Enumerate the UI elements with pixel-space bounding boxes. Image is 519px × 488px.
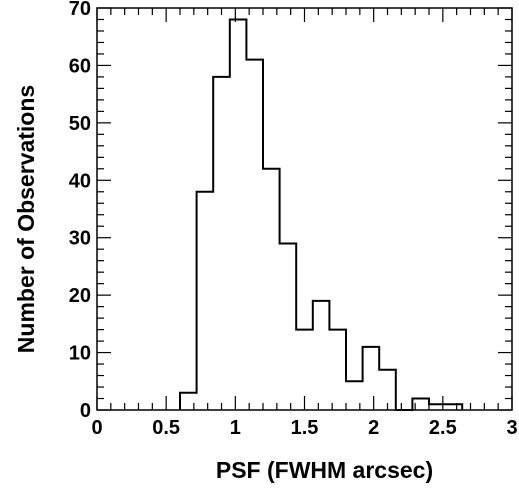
- y-tick-label: 50: [69, 113, 91, 135]
- y-tick-label: 70: [69, 0, 91, 20]
- x-tick-label: 3: [506, 417, 517, 439]
- x-tick-label: 1: [230, 417, 241, 439]
- x-axis-title: PSF (FWHM arcsec): [216, 457, 433, 483]
- y-tick-label: 60: [69, 55, 91, 77]
- y-axis-title: Number of Observations: [13, 85, 39, 353]
- y-tick-label: 10: [69, 343, 91, 365]
- axis-ticks: [96, 7, 513, 411]
- histogram-outline: [179, 18, 464, 411]
- y-tick-label: 20: [69, 285, 91, 307]
- x-tick-label: 1.5: [291, 417, 319, 439]
- x-tick-label: 0: [91, 417, 102, 439]
- x-tick-label: 0.5: [152, 417, 180, 439]
- x-tick-label: 2.5: [429, 417, 457, 439]
- y-tick-label: 30: [69, 228, 91, 250]
- x-tick-label: 2: [368, 417, 379, 439]
- y-tick-label: 40: [69, 170, 91, 192]
- plot-frame: [96, 7, 513, 411]
- y-tick-label: 0: [80, 400, 91, 422]
